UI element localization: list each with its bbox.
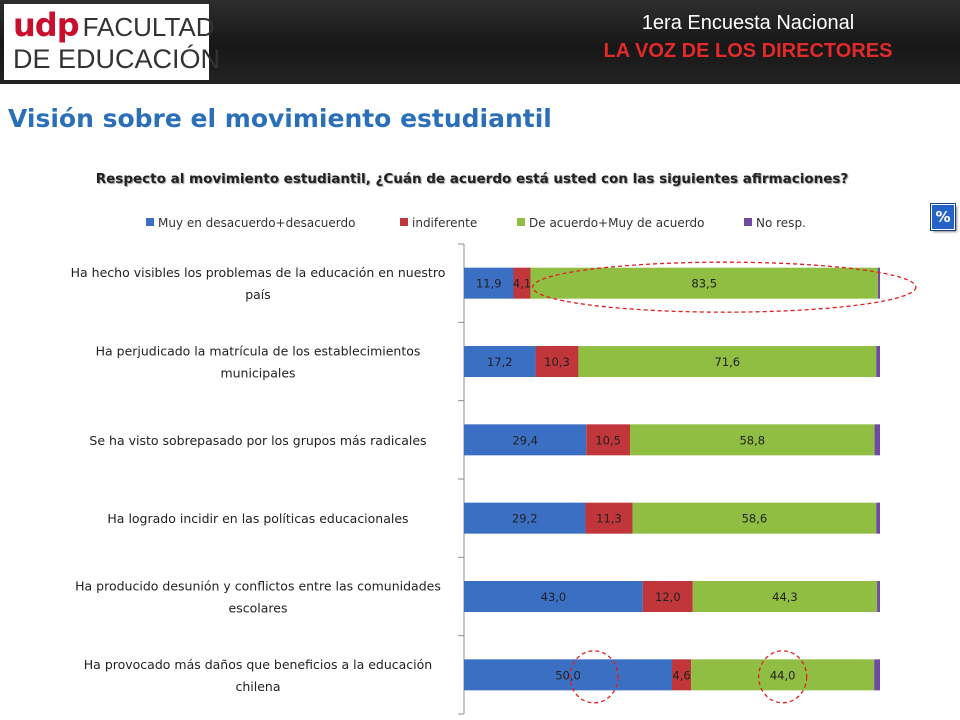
bar-segment-disagree bbox=[464, 346, 536, 377]
category-label-line: Ha provocado más daños que beneficios a … bbox=[84, 657, 432, 672]
category-label-line: Ha logrado incidir en las políticas educ… bbox=[107, 511, 408, 526]
highlight-ellipse-disagree-row6 bbox=[569, 650, 619, 704]
bar-segment-agree bbox=[629, 424, 875, 456]
bar-segment-indifferent bbox=[535, 346, 579, 377]
data-label-agree: 83,5 bbox=[691, 277, 717, 291]
logo-brand: udp bbox=[13, 6, 80, 44]
bar-segment-agree bbox=[692, 581, 878, 612]
category-label-line: chilena bbox=[235, 679, 280, 694]
survey-name: 1era Encuesta Nacional bbox=[641, 12, 855, 34]
chart-axis bbox=[458, 243, 465, 715]
logo-line-1: udp FACULTAD bbox=[13, 6, 215, 44]
category-label: Ha perjudicado la matrícula de los estab… bbox=[96, 344, 421, 381]
page-title: Visión sobre el movimiento estudiantil bbox=[8, 104, 552, 133]
data-label-disagree: 17,2 bbox=[487, 355, 513, 369]
category-label-line: Se ha visto sobrepasado por los grupos m… bbox=[89, 433, 426, 448]
data-label-agree: 58,8 bbox=[739, 433, 765, 447]
data-label-agree: 44,0 bbox=[770, 668, 796, 682]
category-label-line: Ha producido desunión y conflictos entre… bbox=[75, 579, 441, 594]
header-banner: udp FACULTAD DE EDUCACIÓN 1era Encuesta N… bbox=[0, 0, 960, 84]
bar-segment-no-resp bbox=[876, 502, 880, 534]
data-label-indifferent: 11,3 bbox=[596, 512, 622, 526]
category-label-line: Ha perjudicado la matrícula de los estab… bbox=[96, 344, 421, 359]
legend-label-no-resp: No resp. bbox=[756, 216, 806, 230]
data-label-disagree: 43,0 bbox=[541, 590, 567, 604]
bar-segment-indifferent bbox=[585, 502, 633, 534]
highlight-ellipse-agree-row6 bbox=[758, 650, 808, 704]
legend-swatch-no-resp bbox=[744, 218, 752, 226]
data-label-indifferent: 4,1 bbox=[513, 277, 531, 291]
bar-segment-indifferent bbox=[513, 267, 531, 299]
bar-segment-disagree bbox=[464, 659, 672, 691]
percent-badge[interactable]: % bbox=[931, 204, 955, 230]
bar-segment-agree bbox=[578, 346, 877, 377]
data-label-agree: 71,6 bbox=[715, 355, 741, 369]
category-label: Ha producido desunión y conflictos entre… bbox=[75, 579, 441, 616]
data-label-indifferent: 4,6 bbox=[672, 668, 690, 682]
bar-segment-disagree bbox=[464, 502, 586, 534]
data-label-disagree: 29,2 bbox=[512, 512, 538, 526]
data-label-indifferent: 12,0 bbox=[655, 590, 681, 604]
data-label-indifferent: 10,3 bbox=[544, 355, 570, 369]
bar-segment-no-resp bbox=[874, 659, 880, 691]
data-label-agree: 44,3 bbox=[772, 590, 798, 604]
legend-label-disagree: Muy en desacuerdo+desacuerdo bbox=[158, 216, 355, 230]
chart-legend: Muy en desacuerdo+desacuerdo indiferente D… bbox=[146, 216, 806, 230]
bar-segment-indifferent bbox=[586, 424, 630, 456]
chart-bars bbox=[464, 267, 880, 691]
legend-swatch-disagree bbox=[146, 218, 154, 226]
bar-segment-no-resp bbox=[874, 424, 880, 456]
category-label: Ha logrado incidir en las políticas educ… bbox=[107, 511, 408, 526]
data-label-agree: 58,6 bbox=[742, 512, 768, 526]
category-label-line: Ha hecho visibles los problemas de la ed… bbox=[71, 265, 446, 280]
chart-title: Respecto al movimiento estudiantil, ¿Cuá… bbox=[95, 171, 849, 187]
bar-segment-no-resp bbox=[877, 581, 880, 612]
bar-segment-agree bbox=[530, 267, 878, 299]
legend-swatch-indifferent bbox=[400, 218, 408, 226]
category-label: Ha hecho visibles los problemas de la ed… bbox=[71, 265, 446, 302]
data-labels: 11,9 4,1 83,5 17,2 10,3 71,6 29,4 10,5 58,8 29,2 1… bbox=[476, 277, 798, 683]
logo-line-2: DE EDUCACIÓN bbox=[13, 44, 221, 74]
bar-segment-no-resp bbox=[877, 267, 880, 299]
category-label: Ha provocado más daños que beneficios a … bbox=[84, 657, 432, 694]
data-label-disagree: 29,4 bbox=[512, 433, 538, 447]
category-label: Se ha visto sobrepasado por los grupos m… bbox=[89, 433, 426, 448]
bar-segment-disagree bbox=[464, 267, 514, 299]
faculty-logo: udp FACULTAD DE EDUCACIÓN bbox=[4, 4, 220, 80]
legend-label-indifferent: indiferente bbox=[412, 216, 477, 230]
category-label-line: país bbox=[245, 287, 271, 302]
category-label-line: municipales bbox=[220, 366, 295, 381]
legend-label-agree: De acuerdo+Muy de acuerdo bbox=[529, 216, 704, 230]
data-label-disagree: 11,9 bbox=[476, 277, 502, 291]
bar-segment-agree bbox=[632, 502, 877, 534]
category-label-line: escolares bbox=[229, 601, 288, 616]
bar-segment-disagree bbox=[464, 581, 643, 612]
bar-segment-agree bbox=[691, 659, 875, 691]
legend-swatch-agree bbox=[517, 218, 525, 226]
category-labels: Ha hecho visibles los problemas de la ed… bbox=[71, 265, 446, 694]
highlight-ellipse-agree-row1 bbox=[531, 261, 917, 313]
bar-segment-indifferent bbox=[672, 659, 692, 691]
survey-subtitle: LA VOZ DE LOS DIRECTORES bbox=[603, 40, 893, 62]
data-label-disagree: 50,0 bbox=[555, 668, 581, 682]
bar-segment-no-resp bbox=[876, 346, 880, 377]
highlight-ellipses bbox=[531, 261, 917, 704]
data-label-indifferent: 10,5 bbox=[595, 433, 621, 447]
logo-faculty-text: FACULTAD bbox=[82, 12, 215, 42]
bar-segment-indifferent bbox=[642, 581, 693, 612]
bar-segment-disagree bbox=[464, 424, 587, 456]
